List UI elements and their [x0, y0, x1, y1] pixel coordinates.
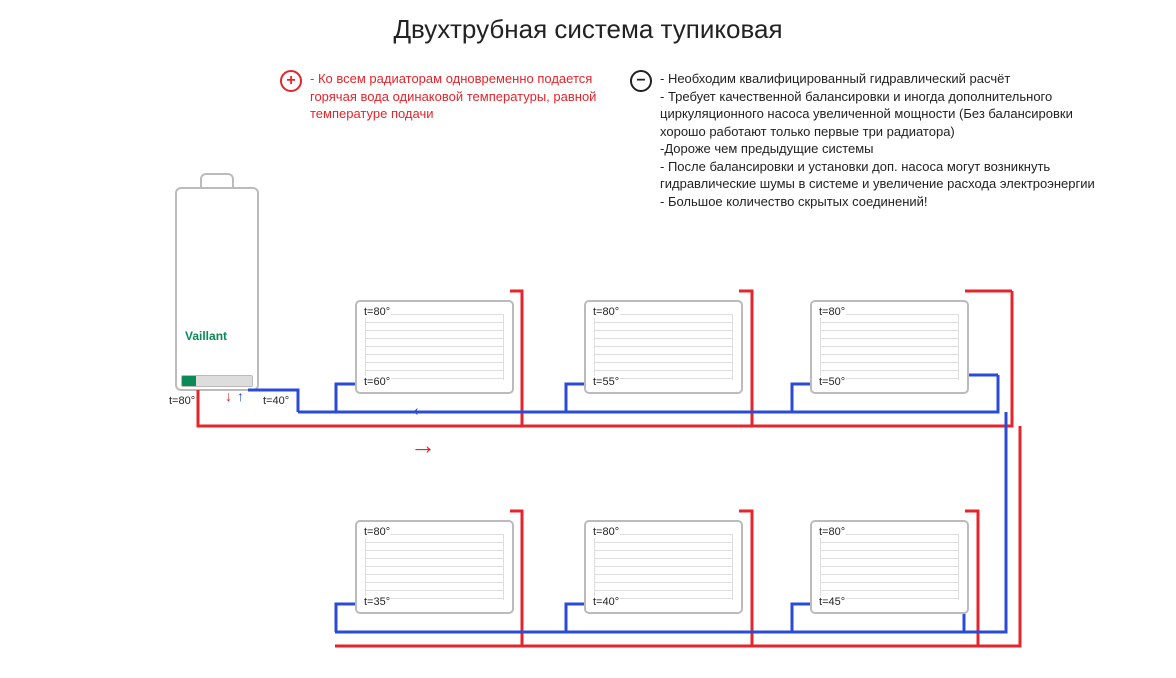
radiator: t=80° t=50°	[810, 300, 969, 394]
boiler-temp-out: t=80°	[169, 395, 195, 407]
plus-icon: +	[280, 70, 302, 92]
cons-item: - Большое количество скрытых соединений!	[660, 193, 1100, 211]
page-title: Двухтрубная система тупиковая	[0, 14, 1176, 45]
radiator-fins	[365, 314, 504, 380]
arrow-up-icon: ↑	[237, 388, 244, 404]
cons-item: - После балансировки и установки доп. на…	[660, 158, 1100, 193]
radiator-fins	[365, 534, 504, 600]
boiler-body: Vaillant	[175, 187, 259, 391]
radiator-temp-in: t=80°	[818, 306, 846, 318]
radiator-temp-out: t=35°	[363, 596, 391, 608]
boiler-brand-label: Vaillant	[185, 329, 227, 343]
arrow-down-icon: ↓	[225, 388, 232, 404]
pros-block: + - Ко всем радиаторам одновременно пода…	[310, 70, 610, 123]
radiator-temp-in: t=80°	[363, 306, 391, 318]
radiator-temp-in: t=80°	[592, 306, 620, 318]
cons-item: - Требует качественной балансировки и ин…	[660, 88, 1100, 141]
supply-arrow-icon: →	[410, 430, 436, 461]
radiator-fins	[594, 534, 733, 600]
cons-item: -Дороже чем предыдущие системы	[660, 140, 1100, 158]
minus-icon: −	[630, 70, 652, 92]
pros-text: - Ко всем радиаторам одновременно подает…	[310, 71, 596, 121]
radiator-temp-in: t=80°	[818, 526, 846, 538]
radiator-temp-out: t=60°	[363, 376, 391, 388]
radiator-fins	[820, 534, 959, 600]
radiator-temp-out: t=50°	[818, 376, 846, 388]
boiler: Vaillant t=80° t=40° ↓ ↑	[175, 185, 255, 420]
cons-item: - Необходим квалифицированный гидравличе…	[660, 70, 1100, 88]
boiler-temp-in: t=40°	[263, 395, 289, 407]
radiator: t=80° t=60°	[355, 300, 514, 394]
radiator-fins	[820, 314, 959, 380]
boiler-panel	[181, 375, 253, 387]
return-arrow-icon: ←	[408, 392, 434, 423]
radiator: t=80° t=45°	[810, 520, 969, 614]
radiator-temp-out: t=40°	[592, 596, 620, 608]
radiator-temp-out: t=55°	[592, 376, 620, 388]
radiator: t=80° t=55°	[584, 300, 743, 394]
radiator: t=80° t=35°	[355, 520, 514, 614]
radiator-fins	[594, 314, 733, 380]
cons-block: − - Необходим квалифицированный гидравли…	[660, 70, 1100, 210]
radiator: t=80° t=40°	[584, 520, 743, 614]
radiator-temp-out: t=45°	[818, 596, 846, 608]
radiator-temp-in: t=80°	[363, 526, 391, 538]
radiator-temp-in: t=80°	[592, 526, 620, 538]
